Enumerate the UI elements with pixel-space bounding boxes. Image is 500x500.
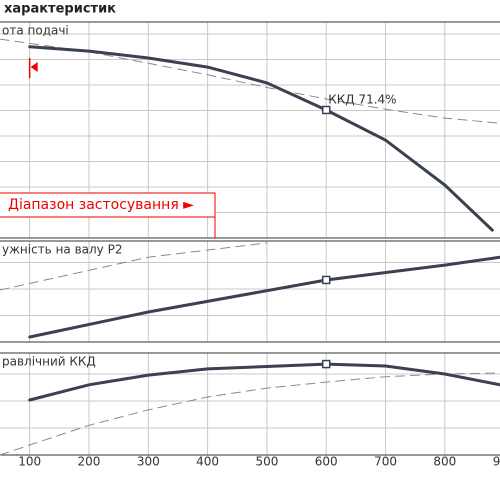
x-tick-label: 700 xyxy=(374,455,397,469)
panel-label: ужність на валу P2 xyxy=(2,243,122,257)
x-tick-label: 100 xyxy=(18,455,41,469)
duty-point xyxy=(321,105,331,115)
reference-curve xyxy=(0,242,268,291)
range-box xyxy=(0,192,216,218)
range-arrow xyxy=(30,62,38,72)
x-tick-label: 200 xyxy=(78,455,101,469)
duty-point xyxy=(321,359,331,369)
panel-label: равлічний ККД xyxy=(2,355,96,369)
panel-label: ота подачі xyxy=(2,24,69,38)
reference-curve xyxy=(0,372,500,456)
chart-title: характеристик xyxy=(4,2,116,17)
pump-curve xyxy=(28,362,500,402)
x-tick-label: 600 xyxy=(315,455,338,469)
pump-curve xyxy=(28,255,500,339)
duty-point xyxy=(321,275,331,285)
pump-curve xyxy=(28,45,494,232)
x-tick-label: 300 xyxy=(137,455,160,469)
annotation: ККД 71.4% xyxy=(328,92,396,106)
x-tick-label: 500 xyxy=(255,455,278,469)
x-tick-label: 400 xyxy=(196,455,219,469)
x-tick-label: 800 xyxy=(433,455,456,469)
range-label: Діапазон застосування ► xyxy=(8,197,194,213)
x-tick-label: 900 xyxy=(493,455,500,469)
reference-curve xyxy=(0,38,500,124)
